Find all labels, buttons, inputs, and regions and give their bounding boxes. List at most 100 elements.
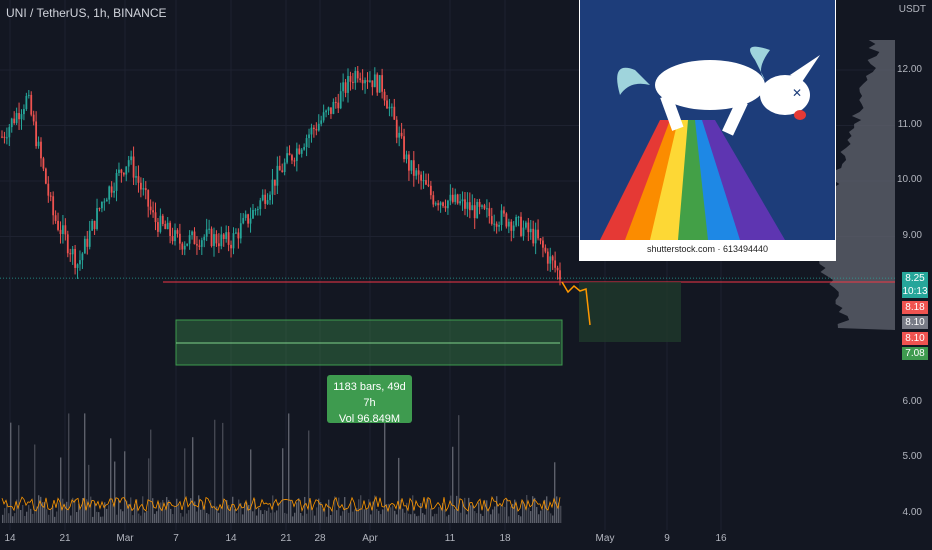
currency-label[interactable]: USDT [898, 4, 926, 15]
volume-bar [418, 515, 420, 523]
volume-bar [146, 510, 148, 523]
candle-body [320, 120, 323, 124]
candle-body [295, 148, 298, 161]
candle-body [483, 205, 486, 209]
time-tick: May [595, 533, 615, 544]
volume-bar [94, 503, 96, 523]
candle-body [334, 101, 337, 103]
volume-bar [226, 500, 228, 523]
volume-bar [394, 510, 396, 523]
time-tick: 14 [225, 533, 237, 544]
volume-bar [154, 513, 156, 523]
unicorn-illustration: ✕ [580, 0, 835, 240]
volume-bar [96, 511, 98, 523]
volume-bar [306, 513, 308, 523]
candle-body [30, 94, 33, 115]
candle-body [476, 201, 479, 219]
candle-body [386, 100, 388, 109]
volume-bar [186, 513, 188, 523]
volume-bar [208, 514, 210, 523]
volume-bar [462, 501, 464, 523]
volume-bar [178, 504, 180, 523]
candle-body [42, 158, 45, 169]
candle-body [15, 113, 18, 124]
candle-body [461, 199, 464, 202]
volume-bar [356, 508, 358, 523]
volume-bar [82, 497, 84, 523]
volume-bar [298, 498, 300, 523]
candle-body [203, 236, 206, 241]
symbol-title[interactable]: UNI / TetherUS, 1h, BINANCE [6, 6, 167, 20]
volume-bar [174, 506, 176, 523]
volume-bar [56, 511, 58, 523]
candle-body [559, 270, 561, 280]
volume-bar [106, 508, 108, 523]
volume-bar [116, 514, 118, 523]
volume-bar [258, 507, 260, 523]
volume-bar [320, 502, 322, 523]
volume-bar [248, 505, 250, 523]
volume-bar [102, 516, 104, 523]
volume-bar [400, 499, 402, 523]
candle-body [49, 195, 52, 197]
volume-bar [338, 497, 340, 523]
volume-bar [294, 512, 296, 523]
volume-bar [510, 506, 512, 523]
volume-bar [142, 496, 144, 523]
candle-body [439, 202, 442, 206]
candle-body [381, 75, 384, 92]
candle-body [520, 216, 522, 236]
volume-bar [534, 497, 536, 523]
volume-bar [240, 502, 242, 523]
candle-body [276, 165, 279, 186]
volume-bar [232, 496, 234, 523]
projection-box [579, 282, 681, 342]
price-tag-gray: 8.10 [902, 316, 928, 329]
volume-bar [458, 415, 460, 523]
volume-bar [520, 516, 522, 523]
candle-body [500, 210, 503, 226]
volume-bar [74, 499, 76, 523]
volume-bar [318, 498, 320, 523]
candle-body [442, 202, 444, 207]
volume-bar [496, 496, 498, 523]
volume-bar [2, 514, 4, 523]
candle-body [454, 194, 457, 202]
volume-bar [92, 516, 94, 523]
candle-body [71, 248, 74, 255]
candle-body [149, 206, 152, 211]
volume-bar [276, 510, 278, 523]
candle-body [400, 132, 403, 137]
candle-body [101, 201, 103, 209]
volume-bar [472, 505, 474, 523]
volume-bar [156, 511, 158, 523]
volume-bar [176, 498, 178, 523]
candle-body [193, 231, 196, 245]
volume-bar [52, 505, 54, 523]
volume-bar [376, 508, 378, 523]
volume-bar [452, 446, 454, 523]
candle-body [171, 235, 174, 242]
candle-body [130, 156, 133, 161]
candle-body [93, 220, 96, 230]
volume-bar [58, 502, 60, 523]
candle-body [388, 106, 391, 109]
candle-body [74, 248, 77, 268]
price-tick: 10.00 [896, 174, 922, 185]
volume-bar [420, 503, 422, 523]
volume-bar [112, 504, 114, 523]
volume-bar [282, 448, 284, 523]
volume-bar [160, 502, 162, 523]
candle-body [247, 214, 250, 224]
svg-text:✕: ✕ [792, 86, 802, 100]
candle-body [305, 138, 308, 148]
volume-bar [396, 514, 398, 523]
candle-body [154, 212, 157, 223]
candle-body [515, 217, 518, 226]
candle-body [556, 267, 559, 271]
volume-bar [334, 496, 336, 523]
volume-bar [138, 513, 140, 523]
candle-body [422, 180, 425, 182]
candle-body [237, 232, 240, 239]
